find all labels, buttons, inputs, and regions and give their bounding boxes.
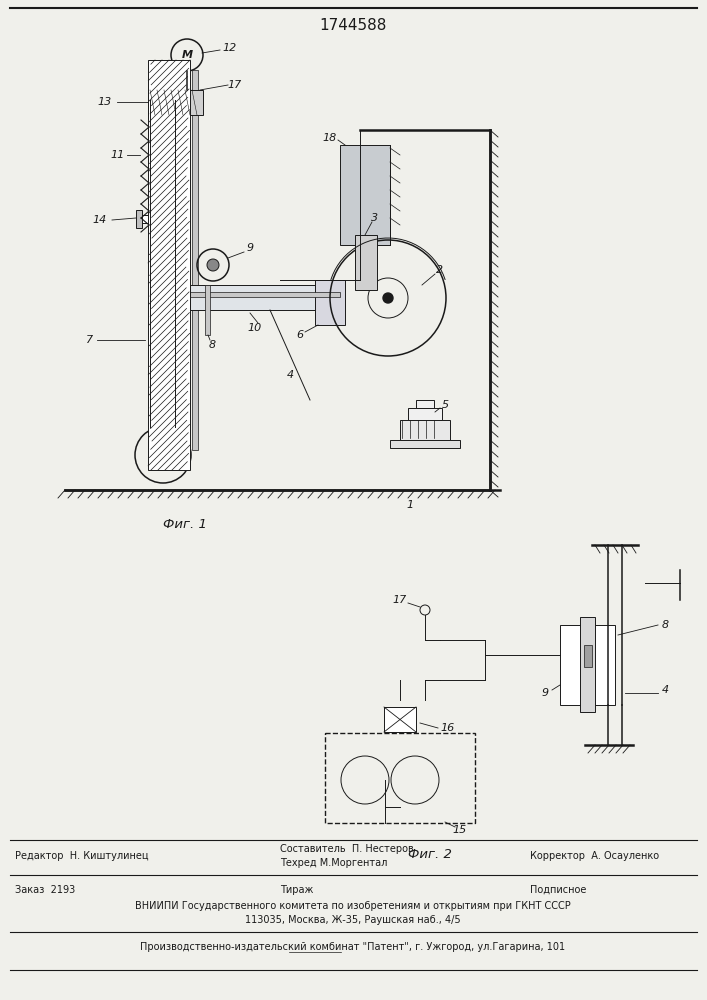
Text: 5: 5 (441, 400, 448, 410)
Circle shape (383, 293, 393, 303)
Bar (136, 210, 142, 228)
Text: Тираж: Тираж (280, 885, 313, 895)
Bar (390, 440, 460, 448)
Text: 11: 11 (111, 150, 125, 160)
Bar (148, 90, 203, 115)
Text: M: M (182, 50, 192, 60)
Circle shape (159, 451, 167, 459)
Bar (140, 215, 158, 223)
Bar (584, 645, 592, 667)
Text: Фиг. 2: Фиг. 2 (408, 848, 452, 861)
Text: 17: 17 (393, 595, 407, 605)
Text: 10: 10 (248, 323, 262, 333)
Text: 15: 15 (453, 825, 467, 835)
Text: Производственно-издательский комбинат "Патент", г. Ужгород, ул.Гагарина, 101: Производственно-издательский комбинат "П… (141, 942, 566, 952)
Text: 17: 17 (228, 80, 242, 90)
Text: 1: 1 (407, 500, 414, 510)
Text: 2: 2 (436, 265, 443, 275)
Text: 6: 6 (296, 330, 303, 340)
Text: 13: 13 (98, 97, 112, 107)
Text: 4: 4 (286, 370, 293, 380)
Text: ВНИИПИ Государственного комитета по изобретениям и открытиям при ГКНТ СССР: ВНИИПИ Государственного комитета по изоб… (135, 901, 571, 911)
Text: 8: 8 (662, 620, 669, 630)
Text: Фиг. 1: Фиг. 1 (163, 518, 207, 532)
Text: 7: 7 (86, 335, 93, 345)
Text: Техред М.Моргентал: Техред М.Моргентал (280, 858, 387, 868)
Text: 9: 9 (247, 243, 254, 253)
Text: 14: 14 (93, 215, 107, 225)
Bar (315, 280, 345, 325)
Text: Подписное: Подписное (530, 885, 586, 895)
Text: 16: 16 (441, 723, 455, 733)
Bar (205, 285, 210, 335)
Bar (192, 70, 198, 450)
Bar (384, 707, 416, 732)
Text: Заказ  2193: Заказ 2193 (15, 885, 75, 895)
Text: 8: 8 (209, 340, 216, 350)
Text: 3: 3 (371, 213, 378, 223)
Circle shape (207, 259, 219, 271)
Bar (340, 145, 390, 245)
Bar (163, 150, 171, 460)
Bar (416, 400, 434, 408)
Bar (580, 617, 595, 712)
Text: 4: 4 (662, 685, 669, 695)
Text: 9: 9 (542, 688, 549, 698)
Text: Редактор  Н. Киштулинец: Редактор Н. Киштулинец (15, 851, 148, 861)
Bar (325, 733, 475, 823)
Text: 1744588: 1744588 (320, 17, 387, 32)
Bar (148, 60, 190, 470)
Bar (408, 408, 442, 420)
Bar (355, 235, 377, 290)
Text: 113035, Москва, Ж-35, Раушская наб., 4/5: 113035, Москва, Ж-35, Раушская наб., 4/5 (245, 915, 461, 925)
Text: Составитель  П. Нестеров: Составитель П. Нестеров (280, 844, 414, 854)
Text: 18: 18 (323, 133, 337, 143)
Text: Корректор  А. Осауленко: Корректор А. Осауленко (530, 851, 659, 861)
Bar (560, 625, 615, 705)
Bar (190, 285, 320, 310)
Bar (400, 420, 450, 440)
Text: 12: 12 (223, 43, 237, 53)
Bar (190, 292, 340, 297)
